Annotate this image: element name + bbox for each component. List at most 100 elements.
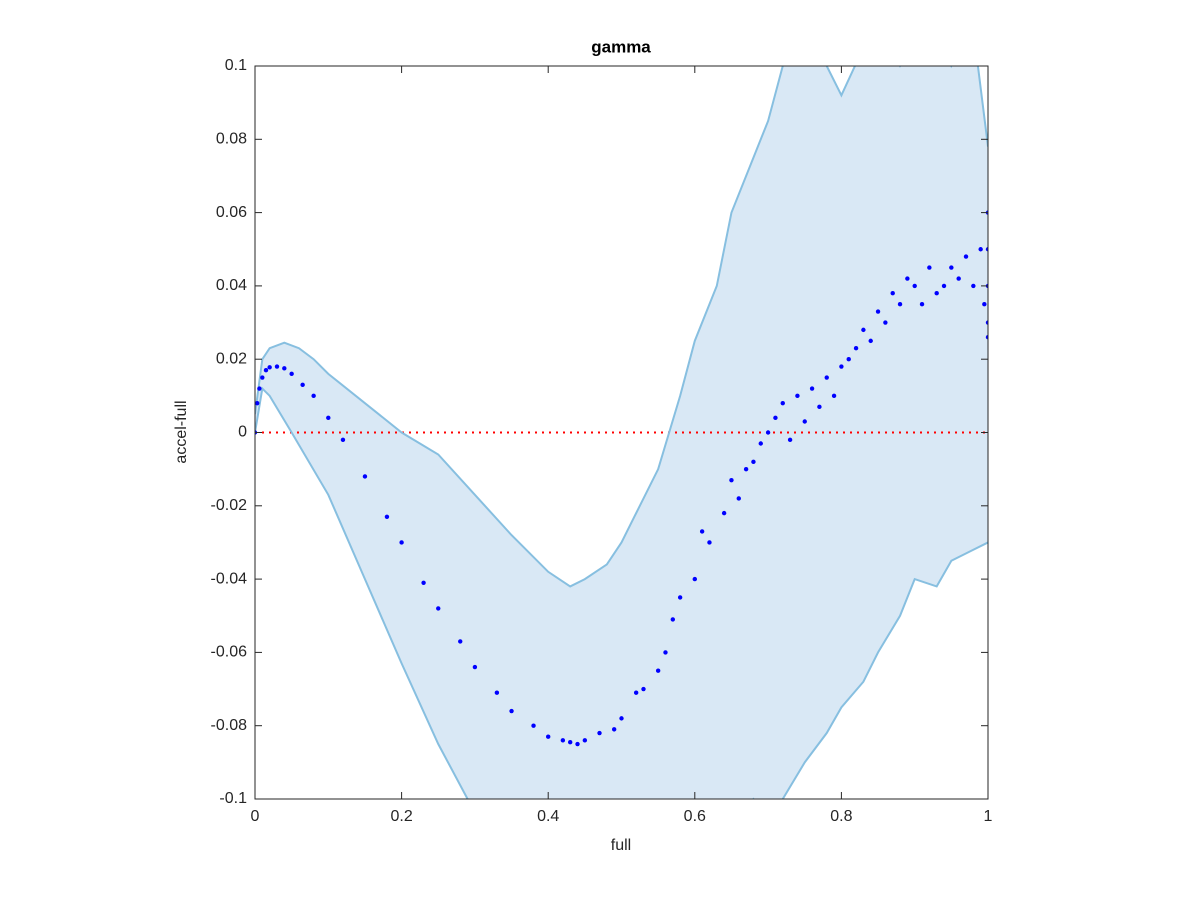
scatter-point bbox=[868, 338, 873, 344]
scatter-point bbox=[699, 529, 705, 534]
y-tick-label: -0.08 bbox=[211, 717, 248, 734]
scatter-point bbox=[655, 668, 661, 673]
y-tick-label: 0.06 bbox=[216, 204, 247, 221]
y-tick-label: 0.08 bbox=[216, 131, 247, 148]
scatter-point bbox=[985, 320, 988, 325]
y-axis-label: accel-full bbox=[173, 400, 190, 463]
scatter-point bbox=[560, 738, 566, 743]
x-tick-label: 0.8 bbox=[830, 808, 852, 825]
scatter-point bbox=[670, 617, 676, 622]
scatter-point bbox=[780, 400, 785, 406]
scatter-point bbox=[802, 419, 807, 424]
y-tick-label: -0.04 bbox=[211, 570, 248, 587]
scatter-point bbox=[787, 437, 793, 443]
scatter-point bbox=[546, 734, 551, 739]
x-tick-label: 0 bbox=[251, 808, 260, 825]
scatter-point bbox=[846, 357, 851, 362]
scatter-point bbox=[839, 364, 844, 369]
scatter-point bbox=[795, 393, 800, 399]
scatter-point bbox=[300, 382, 305, 388]
scatter-point bbox=[721, 510, 727, 516]
scatter-point bbox=[362, 474, 368, 479]
band-line bbox=[255, 66, 988, 588]
plot-area bbox=[255, 66, 988, 799]
scatter-point bbox=[289, 371, 294, 377]
scatter-point bbox=[274, 364, 280, 369]
scatter-point bbox=[611, 727, 617, 732]
scatter-point bbox=[663, 650, 668, 655]
scatter-point bbox=[582, 738, 588, 743]
scatter-point bbox=[575, 741, 580, 747]
scatter-point bbox=[956, 276, 961, 281]
scatter-point bbox=[883, 320, 888, 325]
y-tick-label: 0.04 bbox=[216, 277, 247, 294]
scatter-point bbox=[494, 690, 500, 695]
scatter-point bbox=[263, 367, 269, 373]
scatter-point bbox=[890, 291, 895, 296]
scatter-point bbox=[927, 265, 932, 270]
scatter-point bbox=[941, 283, 947, 289]
y-tick-label: -0.02 bbox=[211, 497, 248, 514]
x-tick-label: 0.4 bbox=[537, 808, 559, 825]
scatter-point bbox=[982, 302, 987, 307]
scatter-point bbox=[597, 730, 602, 736]
scatter-point bbox=[971, 283, 976, 289]
x-tick-label: 1 bbox=[984, 808, 993, 825]
y-tick-label: 0 bbox=[238, 424, 247, 441]
scatter-point bbox=[897, 302, 903, 307]
scatter-point bbox=[257, 386, 262, 391]
scatter-point bbox=[692, 576, 697, 582]
chart-title: gamma bbox=[591, 37, 651, 56]
scatter-point bbox=[677, 595, 683, 600]
scatter-point bbox=[809, 386, 815, 391]
x-tick-label: 0.6 bbox=[684, 808, 706, 825]
y-tick-label: 0.1 bbox=[225, 57, 247, 74]
scatter-point bbox=[472, 664, 478, 670]
scatter-point bbox=[326, 415, 331, 421]
scatter-point bbox=[978, 247, 983, 252]
scatter-point bbox=[743, 466, 749, 472]
scatter-point bbox=[729, 477, 734, 483]
scatter-point bbox=[905, 276, 910, 281]
scatter-point bbox=[399, 540, 404, 545]
scatter-point bbox=[949, 265, 954, 270]
x-tick-label: 0.2 bbox=[390, 808, 412, 825]
scatter-point bbox=[282, 366, 287, 371]
scatter-point bbox=[311, 393, 316, 399]
scatter-point bbox=[817, 404, 822, 410]
y-tick-label: -0.06 bbox=[211, 644, 248, 661]
scatter-point bbox=[853, 346, 859, 351]
scatter-point bbox=[707, 540, 712, 545]
scatter-point bbox=[985, 335, 988, 340]
scatter-point bbox=[765, 430, 771, 435]
band-fill bbox=[255, 66, 988, 799]
scatter-point bbox=[633, 690, 639, 695]
scatter-point bbox=[736, 496, 741, 501]
scatter-point bbox=[875, 309, 881, 314]
scatter-point bbox=[934, 291, 939, 296]
scatter-point bbox=[509, 708, 514, 714]
scatter-point bbox=[421, 580, 426, 585]
scatter-point bbox=[912, 283, 917, 289]
scatter-point bbox=[255, 400, 260, 406]
scatter-point bbox=[831, 393, 837, 399]
band-line bbox=[255, 386, 988, 799]
scatter-point bbox=[861, 327, 866, 333]
scatter-point bbox=[436, 606, 441, 611]
scatter-point bbox=[751, 459, 756, 465]
scatter-point bbox=[531, 723, 536, 728]
scatter-point bbox=[773, 415, 778, 421]
x-axis-label: full bbox=[611, 837, 631, 854]
scatter-point bbox=[641, 686, 646, 692]
scatter-point bbox=[384, 514, 390, 519]
scatter-point bbox=[919, 302, 925, 307]
scatter-point bbox=[963, 254, 969, 259]
scatter-point bbox=[260, 375, 265, 380]
y-tick-label: 0.02 bbox=[216, 350, 247, 367]
scatter-point bbox=[458, 639, 463, 644]
scatter-point bbox=[758, 441, 763, 446]
y-tick-label: -0.1 bbox=[219, 790, 247, 807]
scatter-point bbox=[619, 716, 624, 721]
scatter-point bbox=[824, 375, 829, 380]
